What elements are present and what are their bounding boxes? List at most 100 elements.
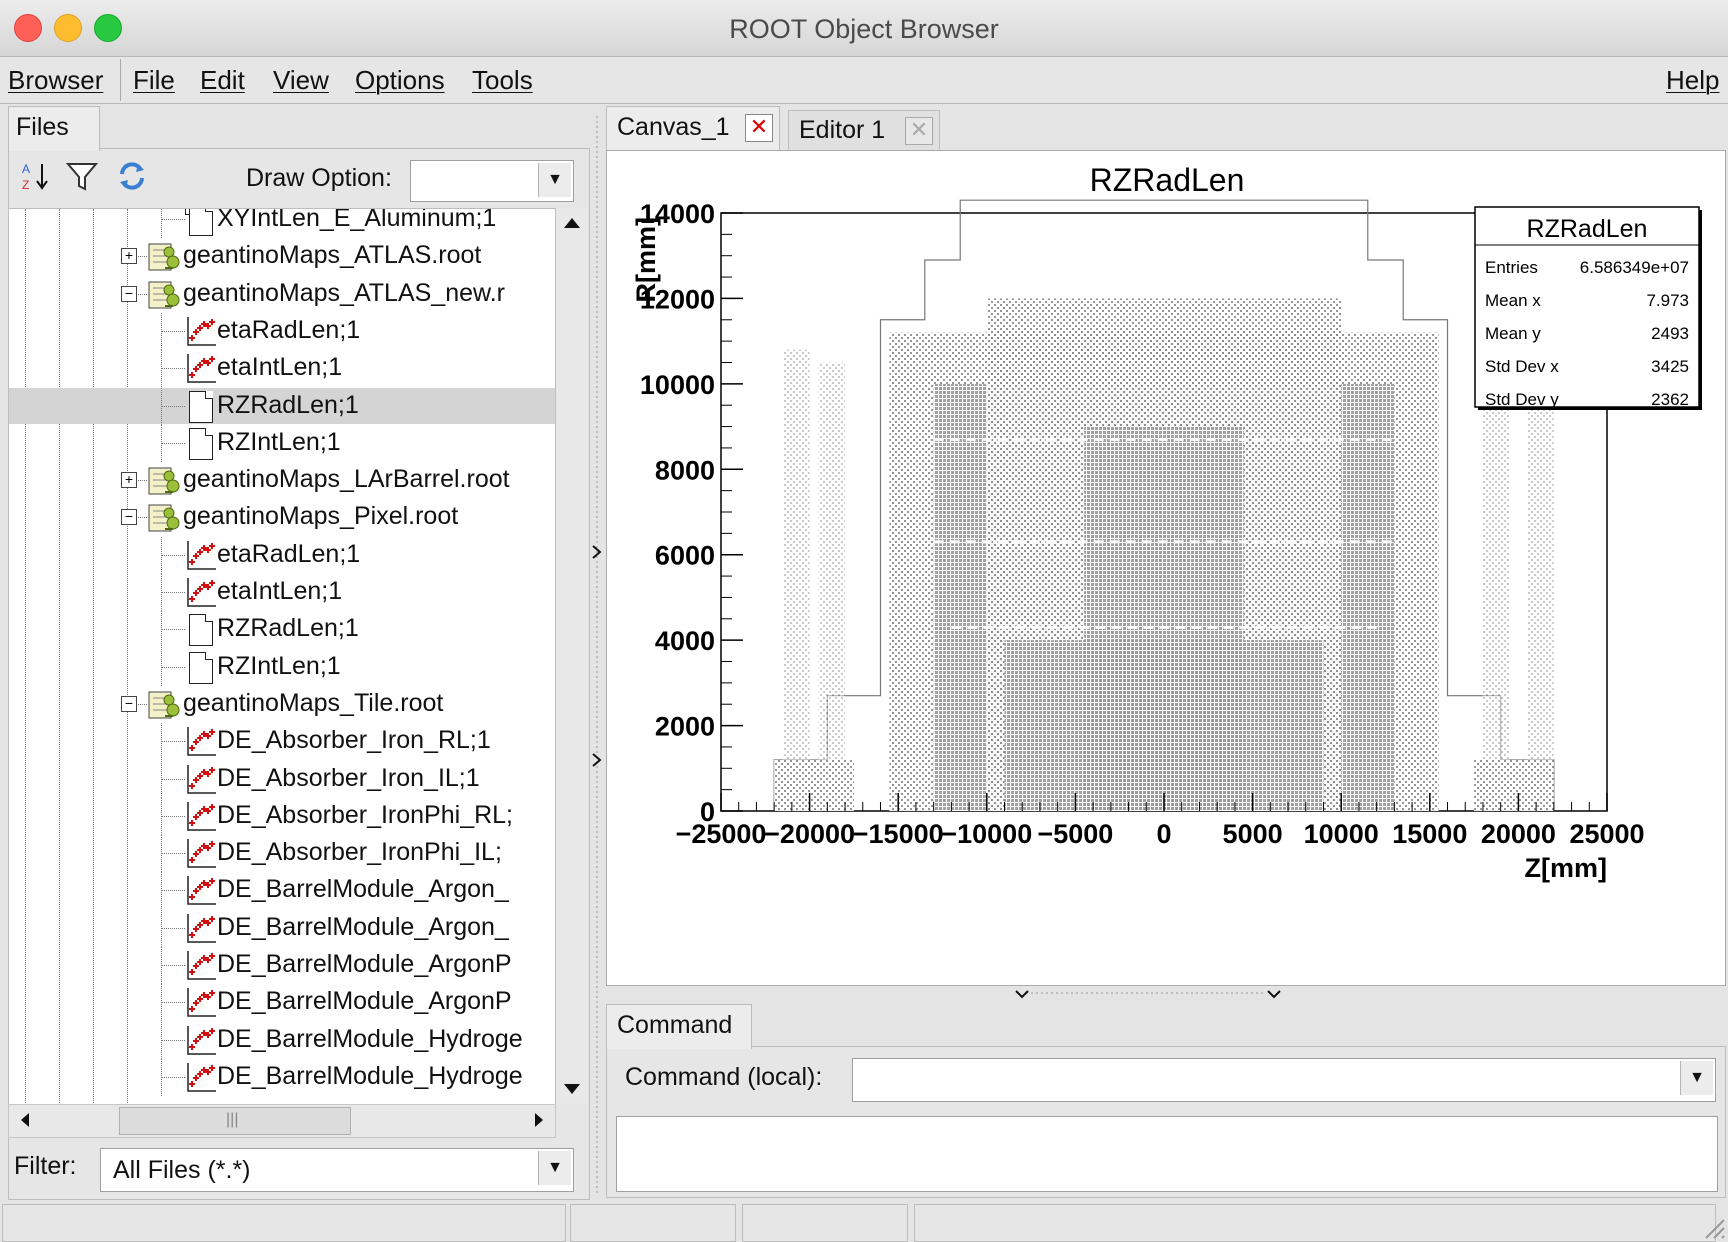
command-input[interactable]: ▼	[852, 1058, 1716, 1102]
tree-guide-line	[161, 760, 162, 798]
tree-folder-row[interactable]: − geantinoMaps_Tile.root	[9, 686, 555, 722]
file-tree[interactable]: XYIntLen_E_Aluminum;1 + geantinoMaps_ATLAS…	[8, 208, 556, 1106]
tree-item-row[interactable]: DE_Absorber_Iron_RL;1	[9, 723, 555, 761]
tree-folder-row[interactable]: + geantinoMaps_ATLAS.root	[9, 238, 555, 274]
vertical-splitter[interactable]	[590, 106, 604, 1202]
stats-row-label: Std Dev x	[1485, 357, 1559, 376]
close-window-button[interactable]	[14, 14, 42, 42]
tree-item-row[interactable]: etaRadLen;1	[9, 312, 555, 350]
tree-connector	[135, 703, 147, 705]
file-icon	[189, 390, 213, 423]
menu-edit[interactable]: Edit	[200, 65, 245, 95]
tree-item-row[interactable]: XYIntLen_E_Aluminum;1	[9, 209, 555, 238]
tree-item-row[interactable]: DE_Absorber_Iron_IL;1	[9, 760, 555, 798]
histogram-icon	[187, 988, 216, 1018]
tab-canvas[interactable]: Canvas_1 ✕	[606, 106, 780, 151]
rz-histogram[interactable]: RZRadLen −25000−20000−15000−10000 −5000 0 5…	[607, 151, 1725, 985]
histogram-icon	[187, 1025, 216, 1055]
tree-connector	[161, 629, 185, 631]
tree-item-label: RZRadLen;1	[217, 390, 359, 419]
tree-folder-row[interactable]: + geantinoMaps_LArBarrel.root	[9, 462, 555, 498]
tree-item-row[interactable]: RZRadLen;1	[9, 387, 555, 425]
menu-browser[interactable]: Browser	[8, 65, 104, 95]
tree-item-label: geantinoMaps_LArBarrel.root	[183, 465, 510, 494]
tree-vertical-scrollbar[interactable]	[556, 208, 588, 1104]
svg-text:Z: Z	[22, 178, 29, 192]
collapse-icon[interactable]: −	[121, 509, 137, 526]
resize-grip-icon[interactable]	[1700, 1214, 1726, 1240]
tree-item-row[interactable]: etaIntLen;1	[9, 574, 555, 611]
stats-title: RZRadLen	[1527, 215, 1648, 243]
title-bar: ROOT Object Browser	[0, 0, 1728, 57]
tree-horizontal-scrollbar[interactable]: |||	[8, 1104, 556, 1138]
histogram-icon	[187, 913, 216, 943]
chevron-down-icon[interactable]: ▼	[538, 1151, 571, 1185]
tree-guide-line	[161, 574, 162, 611]
tree-connector	[161, 1002, 185, 1004]
root-file-icon	[148, 281, 180, 309]
command-output[interactable]	[616, 1116, 1718, 1192]
chart-title: RZRadLen	[1090, 162, 1245, 198]
menu-view[interactable]: View	[273, 65, 329, 95]
histogram-icon	[187, 354, 216, 383]
minimize-window-button[interactable]	[54, 14, 82, 42]
close-icon[interactable]: ✕	[745, 114, 773, 142]
tree-folder-row[interactable]: − geantinoMaps_Pixel.root	[9, 499, 555, 535]
canvas-area[interactable]: RZRadLen −25000 −20000 −15000 −10000 −5000 0 5…	[606, 150, 1726, 986]
draw-option-select[interactable]: ▼	[410, 160, 574, 202]
menu-tools[interactable]: Tools	[472, 65, 533, 95]
status-cell-1	[2, 1204, 566, 1242]
zoom-window-button[interactable]	[94, 14, 122, 42]
collapse-icon[interactable]: −	[121, 285, 137, 302]
horizontal-splitter[interactable]	[606, 984, 1724, 1002]
tree-item-row[interactable]: DE_BarrelModule_Hydroge	[9, 1021, 555, 1059]
tree-item-label: geantinoMaps_ATLAS.root	[183, 241, 482, 270]
tree-item-row[interactable]: RZRadLen;1	[9, 611, 555, 649]
tree-item-row[interactable]: DE_BarrelModule_Argon_	[9, 909, 555, 947]
tree-item-row[interactable]: RZIntLen;1	[9, 424, 555, 462]
close-icon[interactable]: ✕	[905, 117, 933, 145]
menu-help[interactable]: Help	[1666, 65, 1720, 95]
tree-item-row[interactable]: DE_BarrelModule_ArgonP	[9, 947, 555, 984]
tree-item-row[interactable]: DE_BarrelModule_Hydroge	[9, 1058, 555, 1096]
tree-folder-row[interactable]: − geantinoMaps_ATLAS_new.r	[9, 276, 555, 312]
chevron-down-icon[interactable]: ▼	[1680, 1061, 1713, 1095]
tab-command[interactable]: Command	[606, 1004, 752, 1049]
tree-item-row[interactable]: DE_BarrelModule_Argon_	[9, 872, 555, 910]
tree-connector	[161, 330, 185, 332]
tab-editor[interactable]: Editor 1 ✕	[788, 110, 940, 151]
tree-connector	[161, 1039, 185, 1041]
menu-file[interactable]: File	[133, 65, 175, 95]
tree-item-row[interactable]: etaRadLen;1	[9, 536, 555, 574]
tree-guide-line	[161, 387, 162, 425]
tree-item-label: RZIntLen;1	[217, 427, 341, 456]
tree-item-row[interactable]: DE_BarrelModule_ArgonP	[9, 984, 555, 1022]
tree-item-row[interactable]: DE_Absorber_IronPhi_RL;	[9, 797, 555, 835]
collapse-icon[interactable]: −	[121, 695, 137, 712]
histogram-icon	[187, 801, 216, 831]
expand-icon[interactable]: +	[121, 472, 137, 489]
tree-guide-line	[161, 312, 162, 350]
tree-item-label: RZRadLen;1	[217, 614, 359, 643]
menu-options[interactable]: Options	[355, 65, 445, 95]
scroll-thumb[interactable]: |||	[119, 1107, 351, 1135]
tree-connector	[161, 778, 185, 780]
refresh-icon[interactable]	[114, 158, 150, 194]
tree-item-row[interactable]: RZIntLen;1	[9, 648, 555, 686]
filter-select[interactable]: All Files (*.*) ▼	[100, 1148, 574, 1192]
root-file-icon	[148, 504, 180, 532]
tab-files[interactable]: Files	[8, 106, 100, 151]
tree-item-row[interactable]: DE_Absorber_IronPhi_IL;	[9, 835, 555, 873]
histogram-icon	[187, 764, 216, 794]
y-tick-label: 14000	[640, 199, 715, 229]
filter-value: All Files (*.*)	[113, 1156, 251, 1184]
chevron-down-icon[interactable]: ▼	[538, 163, 571, 197]
tree-item-row[interactable]: etaIntLen;1	[9, 350, 555, 388]
filter-icon[interactable]	[64, 158, 100, 194]
tree-guide-line	[161, 984, 162, 1022]
histogram-icon	[187, 727, 216, 756]
x-tick-label: 15000	[1392, 819, 1467, 849]
expand-icon[interactable]: +	[121, 248, 137, 265]
tree-item-label: etaIntLen;1	[217, 577, 343, 605]
